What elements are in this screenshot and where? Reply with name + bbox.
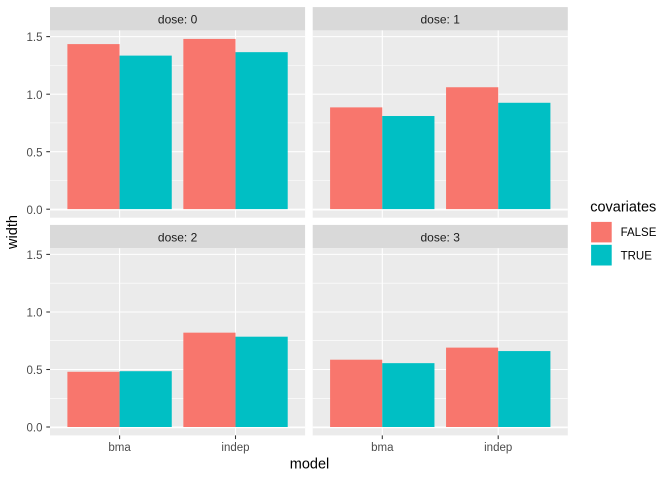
- svg-text:model: model: [290, 456, 330, 472]
- svg-text:indep: indep: [221, 442, 249, 454]
- svg-text:1.5: 1.5: [27, 250, 43, 262]
- svg-text:1.0: 1.0: [27, 90, 43, 102]
- svg-text:TRUE: TRUE: [621, 250, 653, 262]
- svg-text:dose: 2: dose: 2: [158, 230, 198, 244]
- svg-text:dose: 3: dose: 3: [421, 230, 461, 244]
- svg-text:0.0: 0.0: [27, 205, 43, 217]
- svg-text:dose: 1: dose: 1: [421, 13, 461, 27]
- svg-text:0.5: 0.5: [27, 365, 43, 377]
- svg-text:bma: bma: [371, 442, 394, 454]
- svg-text:indep: indep: [484, 442, 512, 454]
- svg-text:1.5: 1.5: [27, 32, 43, 44]
- svg-text:covariates: covariates: [590, 200, 656, 216]
- svg-text:0.5: 0.5: [27, 147, 43, 159]
- svg-text:0.0: 0.0: [27, 423, 43, 435]
- svg-text:1.0: 1.0: [27, 308, 43, 320]
- svg-text:dose: 0: dose: 0: [158, 13, 198, 27]
- svg-text:bma: bma: [108, 442, 131, 454]
- svg-text:FALSE: FALSE: [621, 227, 657, 239]
- svg-text:width: width: [5, 215, 21, 250]
